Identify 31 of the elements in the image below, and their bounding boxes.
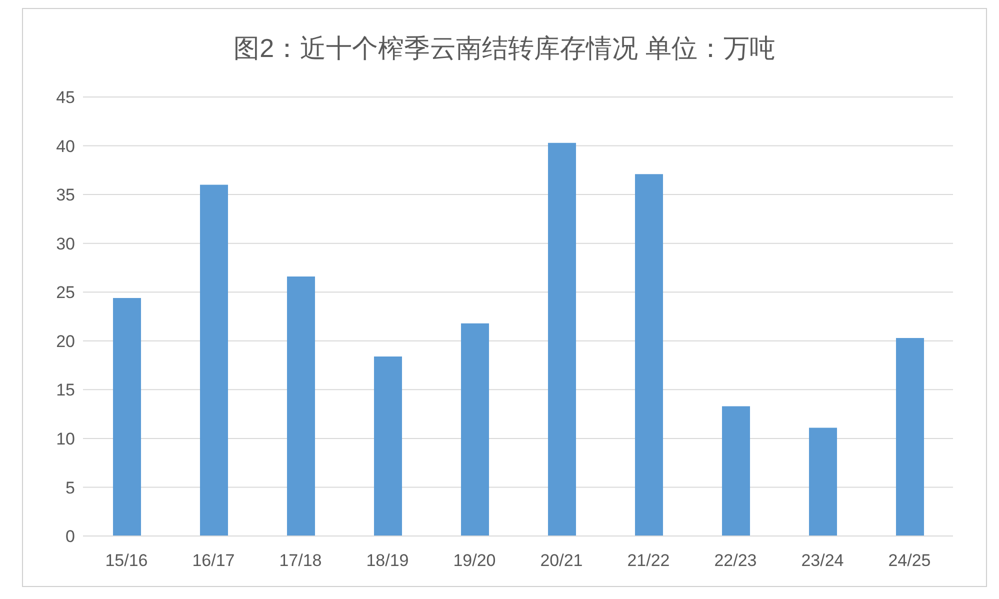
x-tick-label: 20/21 <box>540 551 583 570</box>
bar <box>374 356 402 536</box>
x-tick-label: 15/16 <box>105 551 148 570</box>
bar <box>548 142 576 536</box>
bar <box>722 406 750 536</box>
bar <box>809 428 837 536</box>
bar <box>461 323 489 536</box>
y-tick-label: 10 <box>56 429 75 448</box>
bar <box>113 298 141 536</box>
x-tick-label: 22/23 <box>714 551 757 570</box>
x-tick-label: 21/22 <box>627 551 670 570</box>
x-tick-label: 24/25 <box>888 551 931 570</box>
y-tick-label: 0 <box>66 527 75 546</box>
y-tick-label: 25 <box>56 283 75 302</box>
x-tick-label: 18/19 <box>366 551 409 570</box>
y-tick-label: 15 <box>56 380 75 400</box>
bar <box>635 174 663 536</box>
y-tick-label: 30 <box>56 234 75 254</box>
y-tick-label: 40 <box>56 136 75 156</box>
y-tick-label: 45 <box>56 88 75 108</box>
bar <box>200 184 228 536</box>
y-tick-label: 20 <box>56 332 75 351</box>
y-tick-label: 5 <box>66 478 75 498</box>
bar <box>287 276 315 536</box>
y-tick-label: 35 <box>56 186 75 205</box>
x-tick-label: 17/18 <box>279 551 322 570</box>
bar <box>896 338 924 536</box>
x-tick-label: 19/20 <box>453 551 496 570</box>
x-tick-label: 23/24 <box>801 551 844 570</box>
x-tick-label: 16/17 <box>192 551 235 570</box>
chart-title: 图2：近十个榨季云南结转库存情况 单位：万吨 <box>232 32 776 65</box>
